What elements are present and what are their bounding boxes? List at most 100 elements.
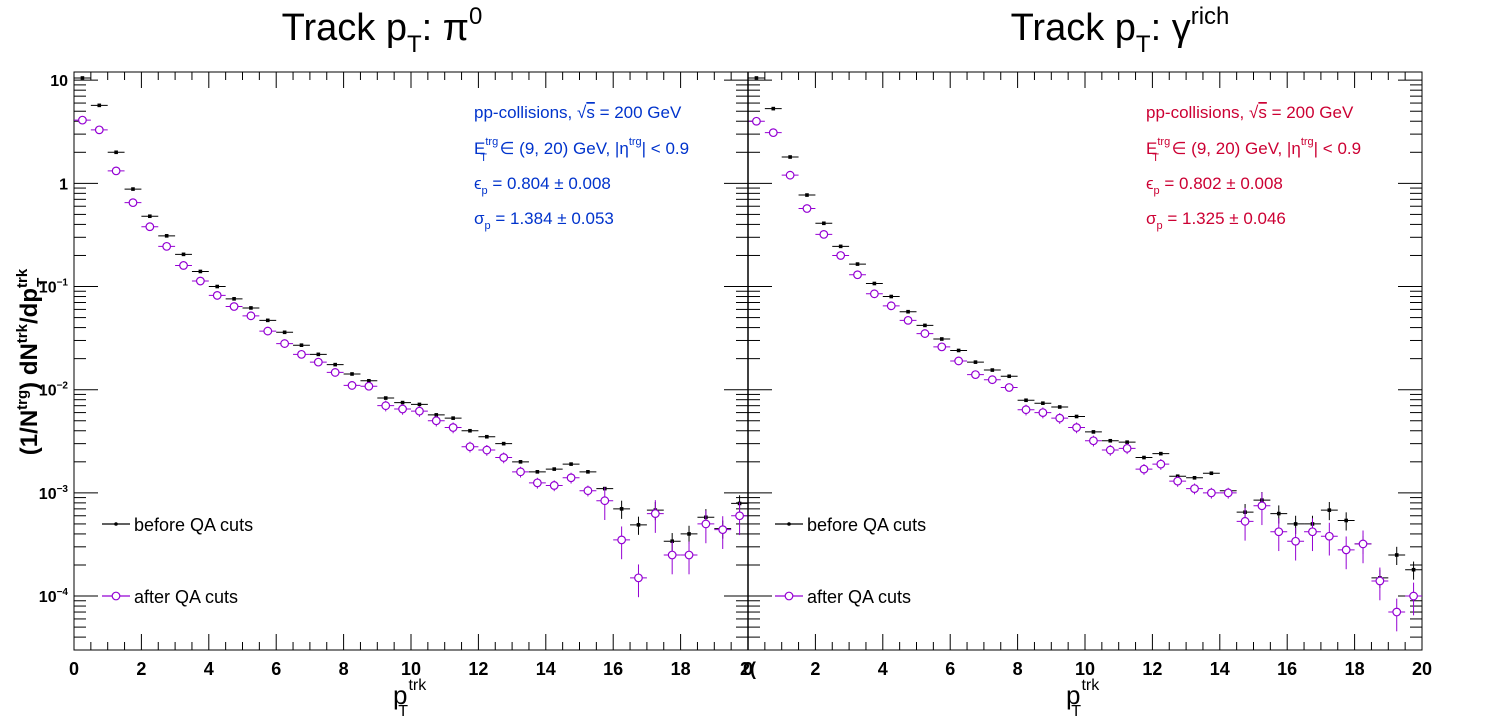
right-legend-after: after QA cuts: [807, 587, 911, 607]
left-x-tick-label: 0: [69, 659, 79, 679]
left-after-marker: [650, 509, 660, 518]
right-before-marker: [1108, 438, 1113, 443]
left-after-point: [360, 381, 378, 391]
right-before-point: [832, 244, 850, 249]
left-after-marker: [145, 222, 155, 232]
left-before-marker: [417, 402, 422, 407]
right-after-marker: [1240, 516, 1250, 526]
left-legend: before QA cuts after QA cuts: [102, 515, 253, 607]
left-before-marker: [552, 467, 557, 471]
right-after-marker: [971, 370, 980, 380]
left-after-marker: [195, 276, 205, 286]
right-after-point: [1304, 518, 1321, 552]
right-before-point: [1202, 471, 1220, 476]
left-x-axis-label: ptrk T: [393, 677, 427, 720]
right-before-marker: [889, 294, 894, 299]
left-before-point: [124, 187, 142, 191]
right-before-marker: [1293, 522, 1298, 526]
right-after-marker: [886, 301, 896, 311]
right-ann-collisions: pp-collisions, √s = 200 GeV: [1146, 103, 1354, 122]
left-after-marker: [448, 423, 458, 432]
right-after-marker: [1409, 591, 1418, 601]
left-before-point: [680, 525, 698, 544]
left-before-point: [495, 441, 513, 446]
right-before-point: [950, 348, 968, 353]
left-chart-title: Track pT: π0: [282, 3, 483, 58]
left-before-marker: [687, 532, 691, 536]
right-after-marker: [903, 315, 913, 325]
right-annotations: pp-collisions, √s = 200 GeV Etrg T ∈ (9, …: [1146, 103, 1361, 232]
left-ann-collisions: pp-collisions, √s = 200 GeV: [474, 103, 682, 122]
left-after-point: [309, 357, 327, 367]
right-after-point: [1051, 413, 1069, 424]
y-axis-label: (1/Ntrg) dNtrk/dptrk T: [14, 268, 51, 455]
left-before-marker: [164, 234, 169, 238]
right-before-point: [1000, 374, 1018, 379]
right-after-point: [1388, 598, 1406, 632]
right-after-marker: [752, 116, 761, 126]
right-before-point: [748, 76, 765, 80]
right-before-marker: [1041, 401, 1045, 405]
left-x-tick-label: 6: [271, 659, 281, 679]
right-before-marker: [805, 193, 809, 197]
right-before-marker: [1209, 471, 1214, 476]
left-before-point: [293, 343, 310, 347]
left-after-marker: [415, 406, 424, 416]
right-after-marker: [869, 289, 879, 299]
left-before-point: [545, 467, 563, 471]
right-after-point: [1101, 444, 1119, 456]
left-after-point: [326, 368, 344, 377]
right-after-marker: [987, 375, 997, 385]
left-before-marker: [333, 362, 337, 367]
left-after-marker: [482, 445, 492, 455]
right-x-tick-label: 14: [1210, 659, 1230, 679]
right-after-point: [1405, 582, 1422, 616]
left-after-marker: [162, 241, 172, 251]
right-after-point: [1202, 487, 1220, 499]
right-after-point: [764, 128, 782, 138]
right-after-marker: [1055, 413, 1065, 423]
right-before-marker: [754, 76, 759, 80]
left-after-marker: [549, 481, 559, 490]
right-after-point: [1186, 483, 1203, 495]
left-after-point: [444, 422, 462, 434]
right-after-point: [1253, 492, 1271, 526]
right-after-point: [865, 289, 883, 299]
left-after-marker: [212, 291, 222, 300]
left-before-marker: [434, 413, 439, 417]
left-after-marker: [431, 416, 441, 426]
right-x-tick-label: 10: [1075, 659, 1095, 679]
left-before-point: [360, 378, 378, 383]
left-before-marker: [468, 428, 472, 433]
left-after-point: [545, 480, 563, 492]
left-after-marker: [263, 326, 273, 336]
right-before-point: [865, 281, 883, 286]
left-after-point: [596, 487, 614, 520]
left-after-marker: [78, 115, 87, 125]
right-after-point: [899, 315, 917, 325]
right-after-point: [1169, 476, 1187, 487]
right-x-axis-label: ptrk T: [1066, 677, 1100, 720]
right-x-tick-label: 16: [1277, 659, 1297, 679]
left-x-tick-label: 2: [136, 659, 146, 679]
left-after-marker: [701, 519, 711, 529]
right-before-marker: [1074, 414, 1079, 419]
left-x-tick-label: 12: [468, 659, 488, 679]
right-after-point: [1152, 459, 1170, 470]
right-after-point: [882, 301, 900, 311]
right-after-marker: [1004, 383, 1014, 392]
right-after-point: [1371, 567, 1389, 601]
right-ann-sigma: σp = 1.325 ± 0.046: [1146, 209, 1286, 232]
right-after-marker: [1308, 527, 1317, 537]
left-after-marker: [111, 166, 121, 176]
left-annotations: pp-collisions, √s = 200 GeV Etrg T ∈ (9, …: [474, 103, 689, 232]
left-after-marker: [634, 573, 643, 583]
left-after-point: [630, 564, 647, 598]
left-before-marker: [451, 416, 455, 420]
left-y-tick-label: 10−2: [39, 381, 69, 400]
left-before-marker: [282, 330, 287, 335]
left-after-marker: [516, 467, 525, 477]
left-before-point: [512, 460, 529, 464]
left-after-marker: [465, 442, 475, 452]
left-x-tick-label: 2(: [740, 659, 756, 679]
